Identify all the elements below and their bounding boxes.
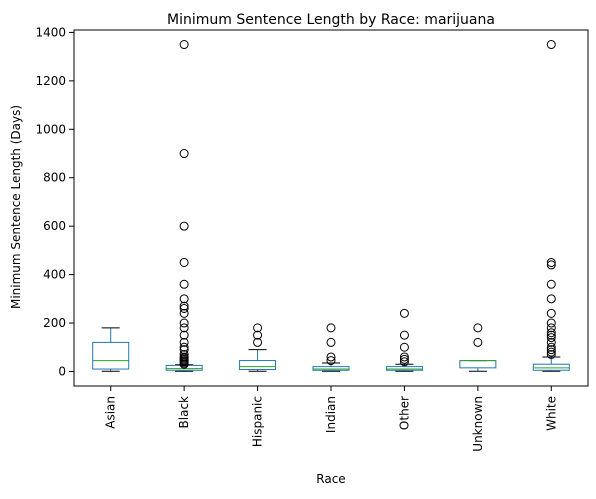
outlier-white-10 — [546, 308, 556, 318]
outlier-white-13 — [546, 260, 556, 270]
outlier-black-12 — [179, 323, 189, 333]
outlier-white-14 — [546, 257, 556, 267]
outlier-white-11 — [546, 294, 556, 304]
outlier-white-3 — [546, 342, 556, 352]
y-tick-label-400: 400 — [43, 268, 66, 282]
outlier-white-8 — [546, 323, 556, 333]
outlier-white-12 — [546, 279, 556, 289]
outlier-black-18 — [179, 279, 189, 289]
outlier-black-22 — [179, 40, 189, 50]
outlier-black-20 — [179, 221, 189, 231]
outlier-indian-0 — [326, 356, 336, 366]
outlier-white-4 — [546, 337, 556, 347]
outlier-black-6 — [179, 352, 189, 362]
y-tick-label-1400: 1400 — [35, 25, 66, 39]
x-tick-label-other: Other — [397, 396, 411, 430]
y-tick-label-200: 200 — [43, 316, 66, 330]
box-asian — [92, 341, 130, 370]
x-tick-label-asian: Asian — [104, 396, 118, 429]
outlier-white-7 — [546, 328, 556, 338]
outlier-other-0 — [399, 357, 409, 367]
outlier-black-21 — [179, 149, 189, 159]
box-unknown — [459, 360, 497, 369]
outlier-black-11 — [179, 330, 189, 340]
outlier-other-2 — [399, 352, 409, 362]
plot-area: 0 200 400 600 800 1000 1200 1400 Asian Black Hispa… — [35, 25, 570, 452]
outlier-hispanic-0 — [253, 337, 263, 347]
x-tick-label-black: Black — [177, 396, 191, 429]
chart-title: Minimum Sentence Length by Race: marijua… — [167, 12, 495, 28]
outlier-hispanic-1 — [253, 330, 263, 340]
outlier-white-1 — [546, 347, 556, 357]
outlier-black-15 — [179, 304, 189, 314]
x-tick-label-indian: Indian — [324, 396, 338, 433]
box-indian — [312, 366, 350, 371]
plot-frame — [73, 29, 589, 387]
outlier-white-0 — [546, 350, 556, 360]
box-hispanic — [239, 360, 277, 371]
outlier-black-13 — [179, 318, 189, 328]
outlier-black-16 — [179, 301, 189, 311]
outlier-white-15 — [546, 40, 556, 50]
outlier-indian-3 — [326, 323, 336, 333]
outlier-unknown-0 — [473, 337, 483, 347]
outlier-other-3 — [399, 342, 409, 352]
y-tick-label-800: 800 — [43, 171, 66, 185]
box-other — [385, 366, 423, 371]
outlier-indian-2 — [326, 337, 336, 347]
x-axis-label: Race — [316, 472, 345, 486]
outlier-black-19 — [179, 257, 189, 267]
y-axis-label: Minimum Sentence Length (Days) — [9, 105, 23, 309]
outlier-black-14 — [179, 308, 189, 318]
y-tick-label-1000: 1000 — [35, 122, 66, 136]
outlier-other-4 — [399, 330, 409, 340]
outlier-white-2 — [546, 345, 556, 355]
outlier-black-9 — [179, 342, 189, 352]
x-tick-label-unknown: Unknown — [471, 396, 485, 452]
x-tick-label-hispanic: Hispanic — [251, 396, 265, 447]
outlier-black-10 — [179, 337, 189, 347]
outlier-indian-1 — [326, 352, 336, 362]
x-tick-label-white: White — [544, 396, 558, 431]
outlier-unknown-1 — [473, 323, 483, 333]
y-tick-label-1200: 1200 — [35, 74, 66, 88]
outlier-other-5 — [399, 308, 409, 318]
box-white — [532, 363, 570, 371]
outlier-black-8 — [179, 345, 189, 355]
outlier-black-17 — [179, 294, 189, 304]
outlier-white-5 — [546, 333, 556, 343]
outlier-black-7 — [179, 350, 189, 360]
y-tick-label-600: 600 — [43, 219, 66, 233]
y-tick-label-0: 0 — [58, 364, 66, 378]
outlier-white-6 — [546, 330, 556, 340]
outlier-hispanic-2 — [253, 323, 263, 333]
outlier-white-9 — [546, 318, 556, 328]
outlier-other-1 — [399, 354, 409, 364]
